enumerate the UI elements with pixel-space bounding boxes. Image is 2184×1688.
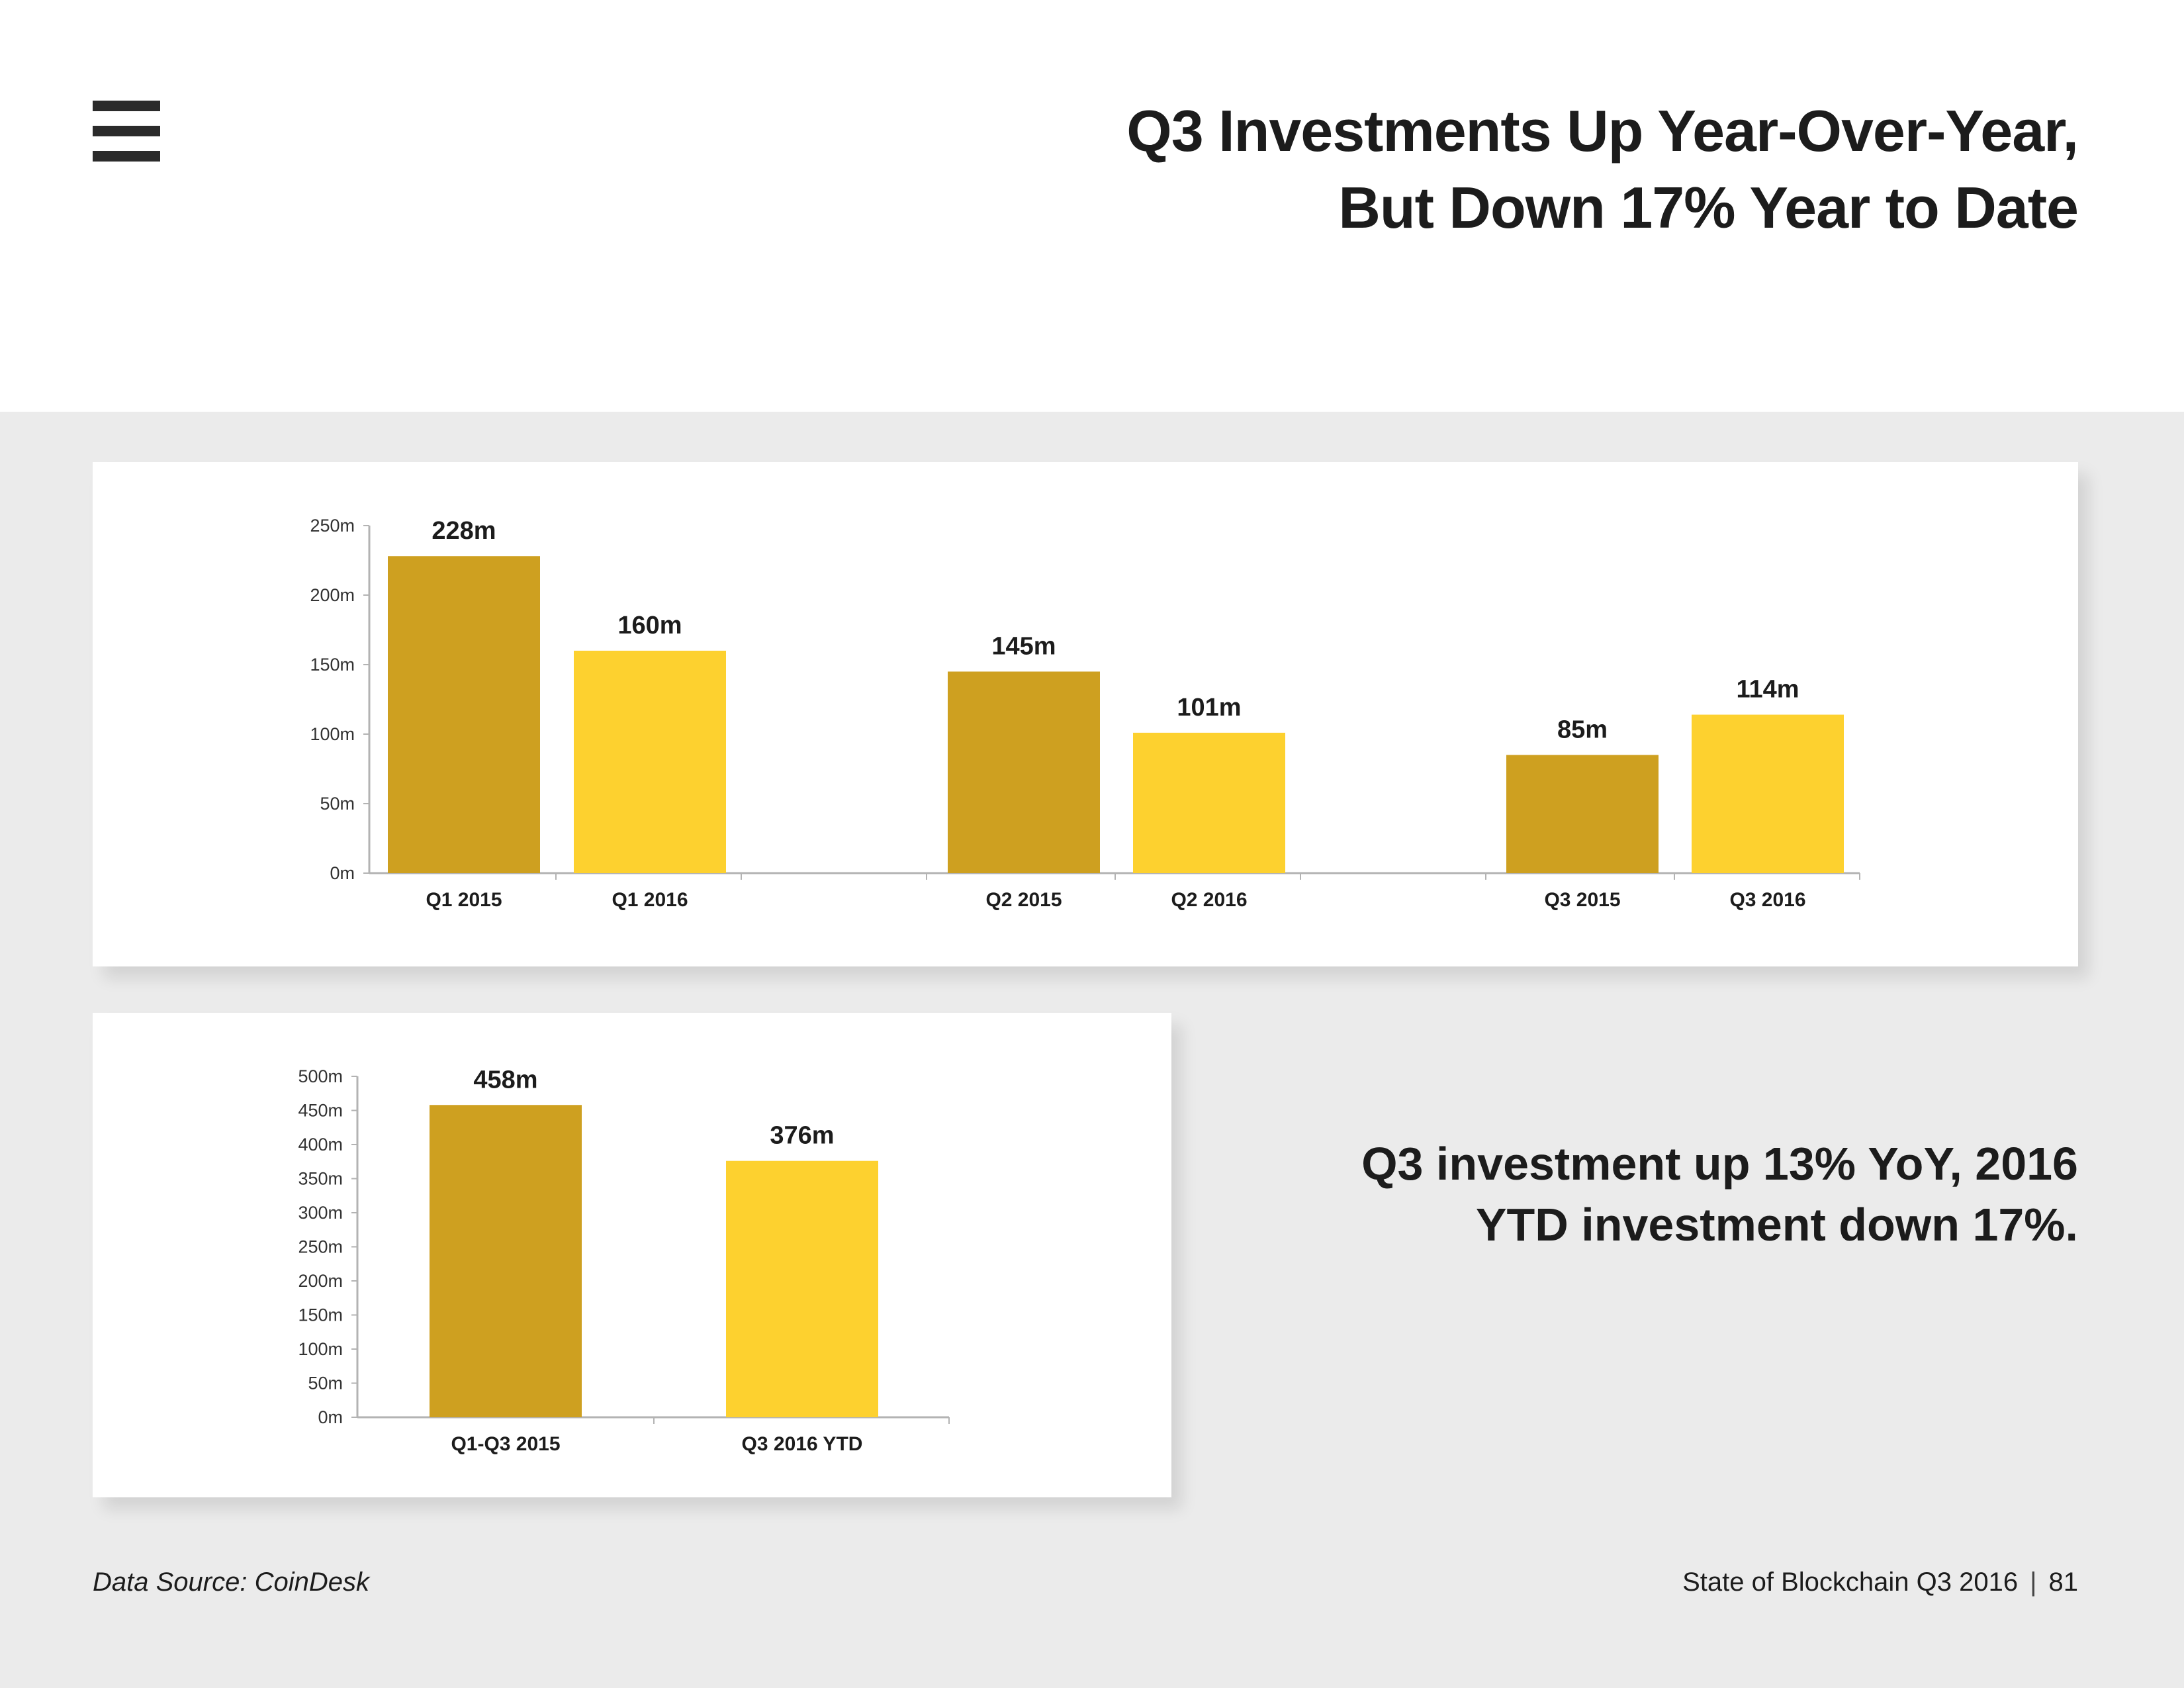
value-label-q2-2015: 145m bbox=[991, 633, 1056, 661]
category-label-q3-2016-ytd: Q3 2016 YTD bbox=[742, 1433, 863, 1455]
quarterly-investment-chart: 0m 50m 100m 150m 200m 250m 228m Q1 2015 160m Q1 2… bbox=[310, 516, 1860, 911]
category-label-q2-2015: Q2 2015 bbox=[985, 889, 1062, 911]
page-number: 81 bbox=[2048, 1568, 2079, 1597]
y-tick-label: 50m bbox=[320, 794, 355, 814]
value-label-q1-q3-2015: 458m bbox=[473, 1066, 537, 1094]
bar-q3-2015 bbox=[1506, 755, 1659, 873]
value-label-q3-2016: 114m bbox=[1736, 676, 1799, 704]
value-label-q2-2016: 101m bbox=[1177, 694, 1241, 722]
y-tick-label: 200m bbox=[298, 1271, 343, 1291]
page-title-line1: Q3 Investments Up Year-Over-Year, bbox=[1126, 98, 2079, 164]
y-tick-label: 300m bbox=[298, 1203, 343, 1223]
data-source: Data Source: CoinDesk bbox=[93, 1568, 369, 1597]
y-tick-label: 500m bbox=[298, 1066, 343, 1086]
category-label-q1-2016: Q1 2016 bbox=[612, 889, 688, 911]
category-label-q1-2015: Q1 2015 bbox=[426, 889, 502, 911]
bar-q2-2016 bbox=[1133, 732, 1285, 873]
hamburger-menu-icon[interactable] bbox=[93, 101, 160, 162]
category-label-q1-q3-2015: Q1-Q3 2015 bbox=[451, 1433, 560, 1455]
value-label-q1-2016: 160m bbox=[617, 612, 682, 639]
bar-q3-2016-ytd bbox=[726, 1160, 878, 1417]
bar-q1-2016 bbox=[574, 651, 726, 873]
category-label-q2-2016: Q2 2016 bbox=[1171, 889, 1247, 911]
page-footer: State of Blockchain Q3 2016 | 81 bbox=[1682, 1568, 2078, 1597]
y-tick-label: 150m bbox=[310, 655, 355, 675]
page-title: Q3 Investments Up Year-Over-Year, But Do… bbox=[490, 93, 2079, 246]
y-tick-label: 200m bbox=[310, 585, 355, 605]
page-title-line2: But Down 17% Year to Date bbox=[1338, 175, 2079, 240]
header-band bbox=[0, 0, 2184, 412]
y-tick-label: 0m bbox=[318, 1407, 343, 1427]
bar-q1-2015 bbox=[388, 556, 540, 873]
y-tick-label: 0m bbox=[330, 863, 355, 883]
y-tick-label: 450m bbox=[298, 1101, 343, 1121]
y-tick-label: 50m bbox=[308, 1374, 343, 1393]
category-label-q3-2015: Q3 2015 bbox=[1544, 889, 1620, 911]
y-tick-label: 250m bbox=[310, 516, 355, 536]
y-tick-label: 250m bbox=[298, 1237, 343, 1257]
callout-text: Q3 investment up 13% YoY, 2016 YTD inves… bbox=[1152, 1133, 2078, 1255]
callout-line1: Q3 investment up 13% YoY, 2016 bbox=[1361, 1138, 2078, 1190]
bar-q2-2015 bbox=[948, 671, 1100, 873]
ytd-investment-chart: 0m 50m 100m 150m 200m 250m 300m 350m 400m 450m 500… bbox=[298, 1066, 950, 1455]
footer-separator: | bbox=[2030, 1568, 2037, 1597]
ytd-investment-chart-card: 0m 50m 100m 150m 200m 250m 300m 350m 400m 450m 500… bbox=[93, 1013, 1171, 1497]
value-label-q1-2015: 228m bbox=[432, 517, 496, 545]
y-tick-label: 400m bbox=[298, 1135, 343, 1154]
publication-name: State of Blockchain Q3 2016 bbox=[1682, 1568, 2019, 1597]
category-label-q3-2016: Q3 2016 bbox=[1729, 889, 1805, 911]
value-label-q3-2015: 85m bbox=[1557, 716, 1608, 744]
y-tick-label: 350m bbox=[298, 1169, 343, 1189]
value-label-q3-2016-ytd: 376m bbox=[770, 1122, 834, 1150]
bar-q3-2016 bbox=[1692, 714, 1844, 873]
quarterly-investment-chart-card: 0m 50m 100m 150m 200m 250m 228m Q1 2015 160m Q1 2… bbox=[93, 462, 2078, 966]
y-tick-label: 100m bbox=[310, 724, 355, 744]
bar-q1-q3-2015 bbox=[430, 1105, 582, 1417]
y-tick-label: 150m bbox=[298, 1305, 343, 1325]
callout-line2: YTD investment down 17%. bbox=[1475, 1199, 2078, 1250]
y-tick-label: 100m bbox=[298, 1339, 343, 1359]
